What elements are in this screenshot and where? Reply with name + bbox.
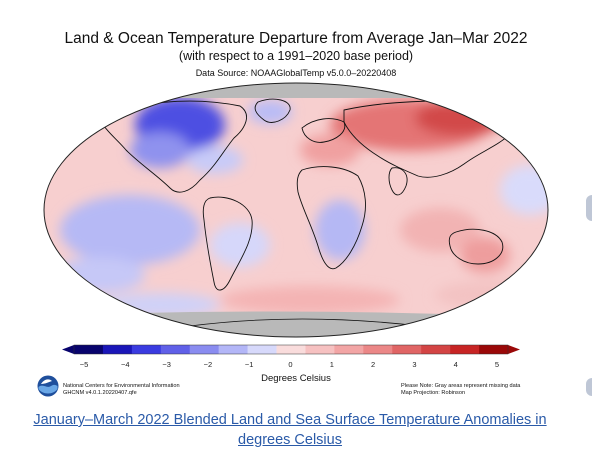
ncei-line-1: National Centers for Environmental Infor… <box>63 383 180 389</box>
scale-tick-label: 3 <box>412 360 416 369</box>
scale-swatch <box>363 345 393 354</box>
caption-line-1: January–March 2022 Blended Land and Sea … <box>33 412 547 428</box>
map-subtitle: (with respect to a 1991–2020 base period… <box>178 49 414 63</box>
india-outline <box>388 167 408 196</box>
carousel-edge-control-lower[interactable] <box>586 378 592 396</box>
color-scale: −5 −4 −3 −2 −1 0 1 2 3 4 5 <box>62 344 520 369</box>
greenland-outline <box>254 98 291 123</box>
scale-tick-label: −3 <box>162 360 171 369</box>
scale-swatch <box>450 345 480 354</box>
scale-ticks: −5 −4 −3 −2 −1 0 1 2 3 4 5 <box>80 360 499 369</box>
ncei-line-2: GHCNM v4.0.1.20220407.qfe <box>63 390 137 396</box>
antarctica-missing <box>44 311 548 337</box>
scale-frame <box>73 344 509 355</box>
projection-note: Map Projection: Robinson <box>401 390 466 396</box>
scale-tick-label: −5 <box>80 360 89 369</box>
temperature-anomaly-map <box>43 82 549 338</box>
map-notes: Please Note: Gray areas represent missin… <box>401 383 520 397</box>
scale-swatch <box>131 345 162 354</box>
south-america-outline <box>202 196 253 291</box>
africa-outline <box>296 166 366 270</box>
scale-tick-label: −2 <box>204 360 213 369</box>
scale-tick-label: 4 <box>454 360 458 369</box>
scale-tick-label: −4 <box>121 360 130 369</box>
north-america-outline <box>99 100 247 193</box>
east-pacific-cool <box>60 195 200 265</box>
caption-line-2: degrees Celsius <box>238 432 342 448</box>
figure-caption-link[interactable]: January–March 2022 Blended Land and Sea … <box>20 410 560 450</box>
scale-swatch <box>247 345 277 354</box>
carousel-edge-control[interactable] <box>586 195 592 221</box>
missing-data-note: Please Note: Gray areas represent missin… <box>401 383 521 389</box>
antarctica-coast <box>189 318 421 327</box>
scale-swatch <box>392 345 422 354</box>
scale-unit-label: Degrees Celsius <box>261 373 331 384</box>
scale-swatch <box>479 345 509 354</box>
scale-tick-label: −1 <box>245 360 254 369</box>
australia-outline <box>448 228 504 265</box>
scale-swatch <box>189 345 219 354</box>
scale-swatch <box>305 345 335 354</box>
scale-swatch <box>102 345 133 354</box>
scale-min-arrow <box>62 345 74 354</box>
globe-outline <box>43 82 549 338</box>
scale-bar <box>62 344 520 355</box>
scale-tick-label: 1 <box>330 360 334 369</box>
noaa-logo-icon <box>37 375 59 397</box>
data-source: Data Source: NOAAGlobalTemp v5.0.0–20220… <box>195 68 397 78</box>
scale-swatch <box>218 345 248 354</box>
scale-tick-label: 0 <box>288 360 292 369</box>
scale-tick-label: 5 <box>495 360 499 369</box>
scale-swatch <box>160 345 191 354</box>
scale-swatch <box>74 345 104 354</box>
scale-swatch <box>334 345 364 354</box>
scale-max-arrow <box>508 345 520 354</box>
europe-outline <box>301 118 346 143</box>
scale-swatch <box>276 345 306 354</box>
africa-cool <box>315 200 365 260</box>
ncei-credit: National Centers for Environmental Infor… <box>63 383 180 397</box>
scale-swatch <box>421 345 451 354</box>
map-title: Land & Ocean Temperature Departure from … <box>64 30 528 47</box>
scale-tick-label: 2 <box>371 360 375 369</box>
